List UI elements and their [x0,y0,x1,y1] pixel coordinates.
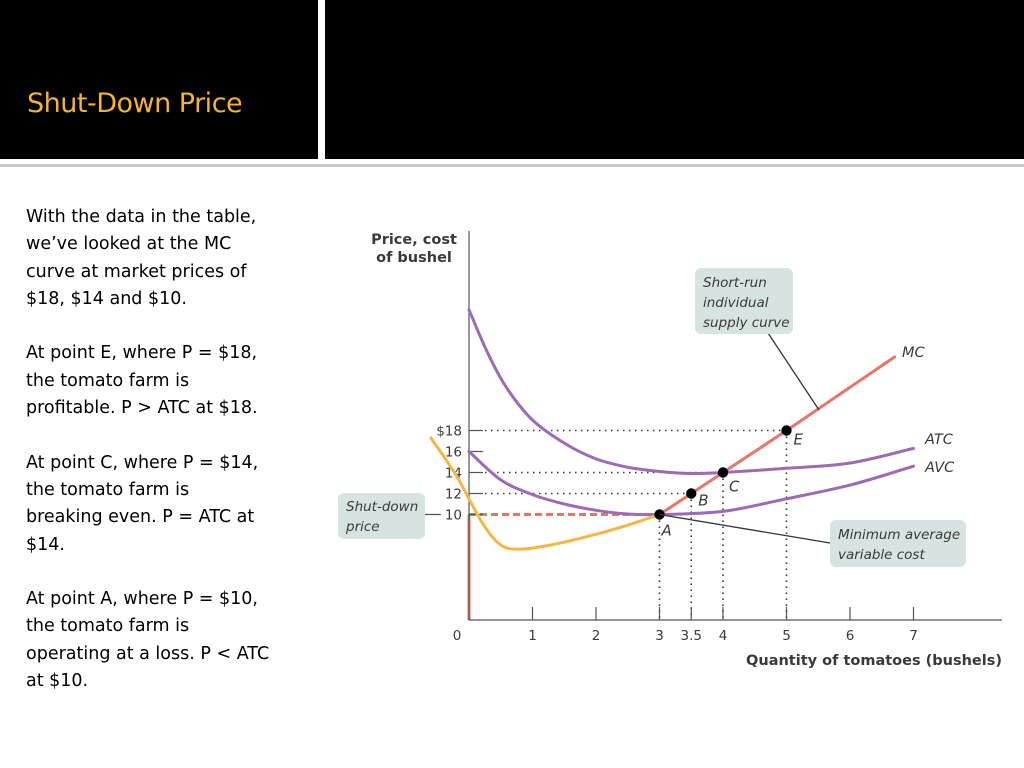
body-line: profitable. P > ATC at $18. [26,398,258,419]
body-line: At point A, where P = $10, [26,589,258,610]
y-tick-label: 16 [445,445,462,461]
x-tick-label: 6 [846,628,855,644]
supply-callout-text: Short-run [703,275,767,291]
yellow-curve [429,436,661,551]
chart-front-layer: E C B A Short-run individual supply curve Shut-… [338,268,966,567]
shutdown-callout-text: Shut-down [346,499,418,515]
supply-callout-box [695,268,793,334]
body-paragraph: With the data in the table, we’ve looked … [26,204,301,313]
point-e-label: E [794,431,804,449]
x-tick-label: 2 [592,628,601,644]
avc-curve [467,450,915,517]
slide-body-text: With the data in the table, we’ve looked … [26,204,301,723]
min-avc-callout-leader [659,513,831,544]
x-axis-title: Quantity of tomatoes (bushels) [746,653,1002,669]
x-tick-label: 3 [655,628,664,644]
body-line: At point C, where P = $14, [26,452,259,473]
supply-callout-leader [767,332,820,411]
body-line: the tomato farm is [26,370,190,391]
header-right-panel [325,0,1024,159]
x-tick-label: 5 [782,628,791,644]
body-paragraph: At point A, where P = $10, the tomato far… [26,586,301,695]
body-line: With the data in the table, [26,207,257,227]
point-c-label: C [729,478,740,496]
y-tick-label: 12 [445,487,462,503]
shutdown-callout-text: price [345,519,380,535]
slide-title: Shut-Down Price [27,88,243,119]
chart-axes-layer: Price, cost of bushel Quantity of tomatoes… [371,231,1002,669]
min-avc-callout-text: Minimum average [838,527,960,543]
header-left-panel [0,0,318,159]
header-divider [0,164,1024,167]
point-c-marker [717,467,729,478]
point-e-marker [781,425,792,436]
y-axis-title: Price, cost [371,232,457,248]
x-tick-label: 3.5 [681,628,702,644]
body-line: breaking even. P = ATC at [26,507,255,528]
origin-label: 0 [453,628,462,644]
avc-label: AVC [924,460,955,476]
body-paragraph: At point C, where P = $14, the tomato far… [26,450,301,559]
point-a-label: A [661,522,672,540]
min-avc-callout-box [830,520,966,567]
supply-callout-text: supply curve [703,315,790,331]
body-line: the tomato farm is [26,616,190,637]
body-line: $14. [26,534,65,555]
chart-curves-layer: MC ATC AVC [429,308,955,551]
y-axis-title: of bushel [376,250,452,266]
shutdown-callout-box [338,493,425,539]
mc-label: MC [902,345,926,361]
point-b-label: B [698,492,708,510]
supply-callout-text: individual [703,295,769,311]
body-line: at $10. [26,671,89,692]
body-line: the tomato farm is [26,479,190,500]
x-tick-label: 7 [909,628,918,644]
x-tick-label: 1 [528,628,537,644]
atc-curve [467,308,915,476]
body-line: curve at market prices of [26,261,247,282]
body-line: we’ve looked at the MC [26,234,232,255]
body-paragraph: At point E, where P = $18, the tomato far… [26,340,301,422]
body-line: At point E, where P = $18, [26,343,258,364]
body-line: $18, $14 and $10. [26,288,187,309]
body-line: operating at a loss. P < ATC [26,643,270,664]
x-tick-label: 4 [719,628,728,644]
y-tick-label: 10 [445,508,462,524]
point-b-marker [686,488,697,499]
min-avc-callout-text: variable cost [838,547,925,563]
y-tick-label: $18 [436,424,462,440]
atc-label: ATC [924,432,954,448]
